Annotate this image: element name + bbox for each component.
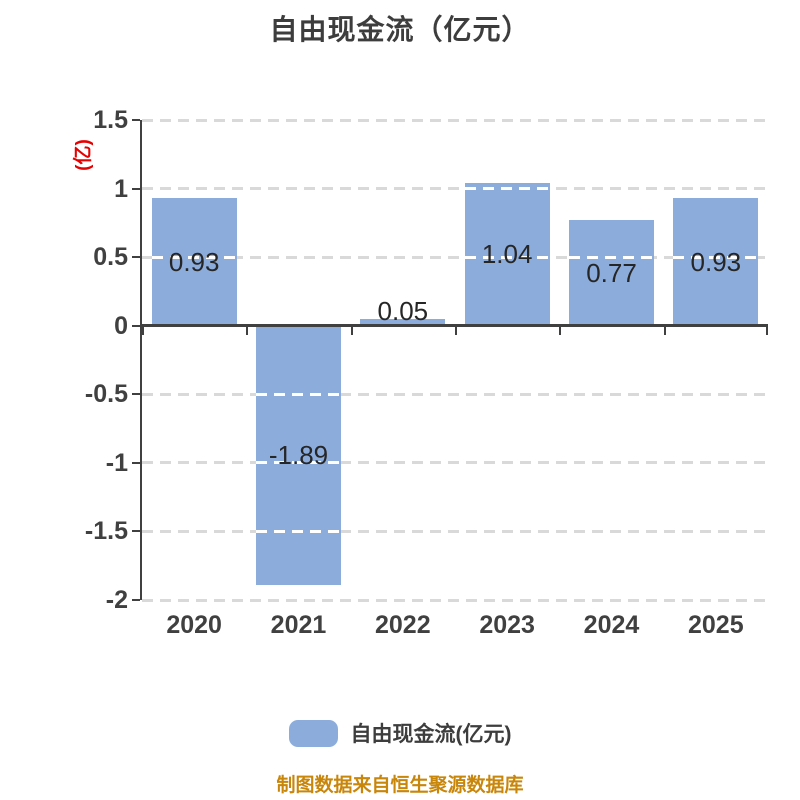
gridline-over-bar-0.5: [569, 255, 654, 259]
x-axis-boundary-tick: [766, 327, 768, 336]
x-label-2025: 2025: [688, 611, 744, 639]
value-label-2022: 0.05: [377, 295, 429, 326]
data-source-note: 制图数据来自恒生聚源数据库: [276, 775, 524, 796]
gridline-0.5: [142, 255, 768, 259]
gridline-over-bar--0.5: [256, 392, 341, 396]
y-tick--1: [132, 461, 140, 464]
y-tick-1.5: [132, 119, 140, 121]
bar-2025: [673, 198, 759, 326]
bar-2021: [256, 325, 341, 585]
gridline-1: [142, 187, 768, 191]
x-label-2023: 2023: [479, 611, 535, 639]
x-axis-boundary-tick: [663, 327, 666, 336]
gridline-over-bar-1: [464, 187, 550, 191]
value-label-2020: 0.93: [168, 246, 220, 277]
chart-title: 自由现金流（亿元）: [269, 14, 531, 45]
x-axis-boundary-tick: [142, 327, 144, 336]
y-tick-0.5: [132, 256, 140, 259]
y-tick-label-1: 1: [114, 174, 128, 203]
gridline-over-bar--1.5: [256, 529, 341, 533]
legend-label: 自由现金流(亿元): [350, 723, 512, 746]
gridline--1: [142, 461, 768, 465]
value-label-2025: 0.93: [690, 246, 742, 277]
y-axis-line: [140, 120, 142, 600]
legend: 自由现金流(亿元): [0, 718, 800, 748]
legend-swatch: [288, 719, 338, 747]
y-tick-0: [132, 324, 140, 327]
x-axis-boundary-tick: [246, 327, 249, 336]
y-tick--1.5: [132, 530, 140, 533]
gridline-over-bar-0.5: [151, 255, 237, 259]
bar-2024: [569, 220, 654, 326]
y-tick-label--0.5: -0.5: [84, 380, 128, 409]
y-tick-label-0.5: 0.5: [93, 243, 128, 272]
y-tick-label-1.5: 1.5: [93, 106, 128, 134]
x-axis-boundary-tick: [559, 327, 562, 336]
x-label-2020: 2020: [166, 611, 222, 639]
y-tick--0.5: [132, 393, 140, 396]
y-tick-1: [132, 187, 140, 190]
value-label-2023: 1.04: [481, 239, 533, 270]
gridline-over-bar-0.5: [464, 255, 550, 259]
x-label-2021: 2021: [270, 611, 327, 639]
y-tick-label--2: -2: [105, 586, 128, 614]
gridline--0.5: [142, 392, 768, 396]
gridline--2: [142, 598, 768, 602]
x-axis-boundary-tick: [350, 327, 353, 336]
bar-2022: [360, 318, 446, 326]
y-tick-label-0: 0: [114, 311, 128, 340]
bar-2023: [464, 183, 550, 326]
y-tick--2: [132, 599, 140, 601]
x-axis-zero-line: [142, 324, 768, 328]
bar-2020: [151, 198, 237, 326]
value-label-2021: -1.89: [268, 440, 329, 471]
x-label-2024: 2024: [583, 611, 640, 639]
value-label-2024: 0.77: [586, 257, 637, 288]
gridline-1.5: [142, 118, 768, 122]
y-tick-label--1.5: -1.5: [84, 517, 128, 546]
gridline-over-bar--1: [256, 461, 341, 465]
plot-area: 0.93 -1.89 0.05 1.04 0.77 0.93 1.5 1 0.5 0 -0.5 -1 -…: [85, 107, 768, 639]
x-label-2022: 2022: [375, 611, 431, 639]
gridline-over-bar-0.5: [673, 255, 759, 259]
gridline--1.5: [142, 529, 768, 533]
x-axis-boundary-tick: [455, 327, 457, 336]
y-tick-label--1: -1: [105, 448, 128, 477]
